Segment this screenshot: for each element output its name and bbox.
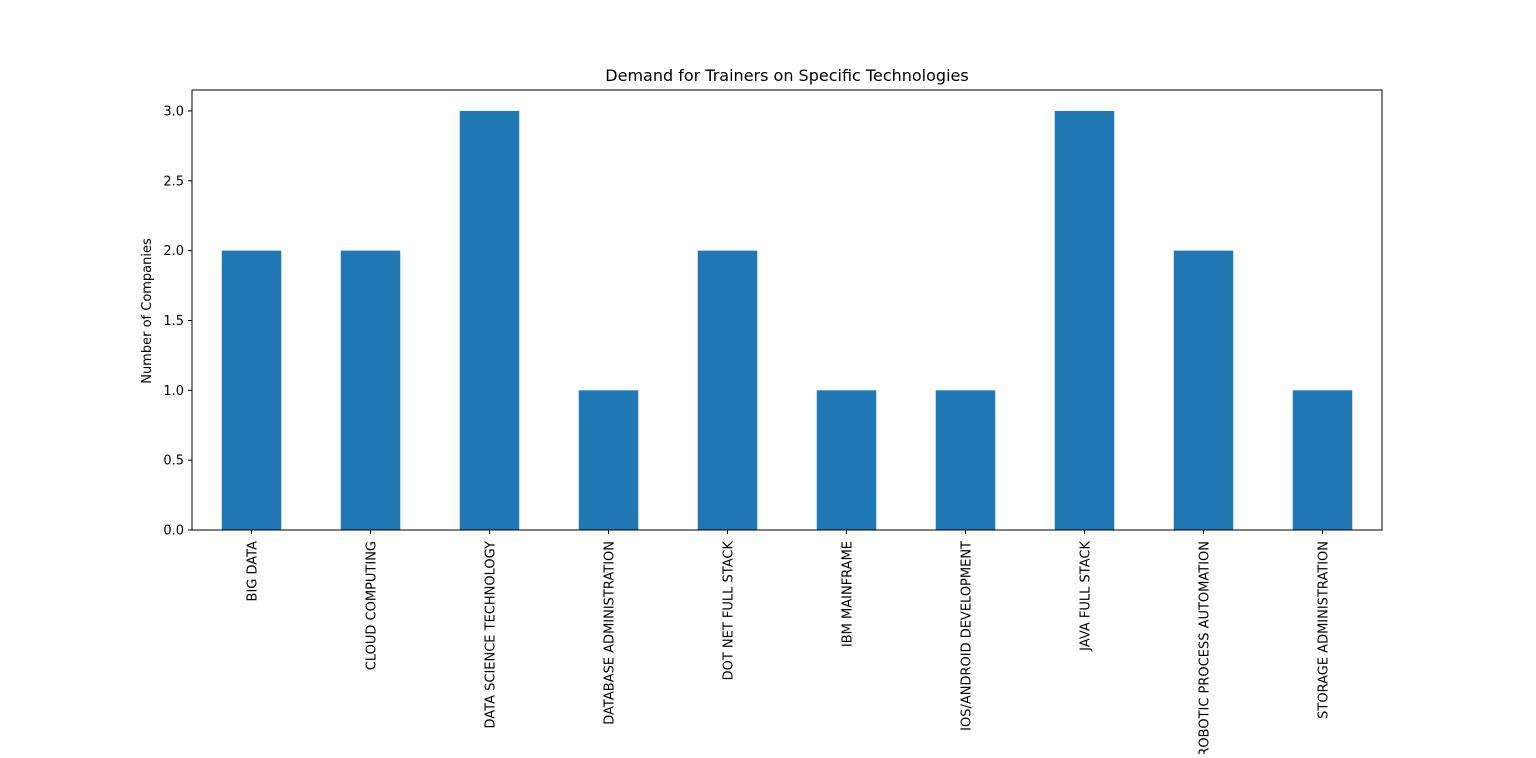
y-axis-label: Number of Companies bbox=[140, 238, 155, 384]
y-tick-label: 1.5 bbox=[163, 314, 184, 329]
x-tick-label: IOS/ANDROID DEVELOPMENT bbox=[960, 541, 975, 731]
bar bbox=[935, 390, 996, 530]
x-tick-label: STORAGE ADMINISTRATION bbox=[1317, 541, 1332, 719]
x-tick-label: ROBOTIC PROCESS AUTOMATION bbox=[1198, 541, 1213, 754]
y-tick-label: 2.5 bbox=[163, 174, 184, 189]
bar bbox=[1054, 110, 1115, 530]
x-tick-label: DATA SCIENCE TECHNOLOGY bbox=[484, 541, 499, 729]
y-ticks-group: 0.0 0.5 1.0 1.5 2.0 2.5 3.0 bbox=[163, 104, 192, 539]
bar bbox=[1173, 250, 1234, 530]
bar bbox=[459, 110, 520, 530]
bar bbox=[1292, 390, 1353, 530]
bar bbox=[340, 250, 401, 530]
bar bbox=[221, 250, 282, 530]
x-ticks-group: BIG DATA CLOUD COMPUTING DATA SCIENCE TECH… bbox=[246, 530, 1332, 757]
x-tick-label: IBM MAINFRAME bbox=[841, 541, 856, 647]
bar bbox=[697, 250, 758, 530]
x-tick-label: BIG DATA bbox=[246, 541, 261, 602]
y-tick-label: 0.5 bbox=[163, 454, 184, 469]
bars-group bbox=[221, 110, 1353, 530]
y-tick-label: 2.0 bbox=[163, 244, 184, 259]
x-tick-label: CLOUD COMPUTING bbox=[365, 541, 380, 670]
bar bbox=[816, 390, 877, 530]
x-tick-label: DOT NET FULL STACK bbox=[722, 541, 737, 681]
plot-frame bbox=[191, 89, 1383, 531]
bar bbox=[578, 390, 639, 530]
y-tick-label: 3.0 bbox=[163, 104, 184, 119]
chart-title: Demand for Trainers on Specific Technolo… bbox=[605, 66, 968, 85]
x-tick-label: DATABASE ADMINISTRATION bbox=[603, 541, 618, 725]
y-tick-label: 1.0 bbox=[163, 384, 184, 399]
x-tick-label: JAVA FULL STACK bbox=[1079, 541, 1094, 652]
y-tick-label: 0.0 bbox=[163, 524, 184, 539]
